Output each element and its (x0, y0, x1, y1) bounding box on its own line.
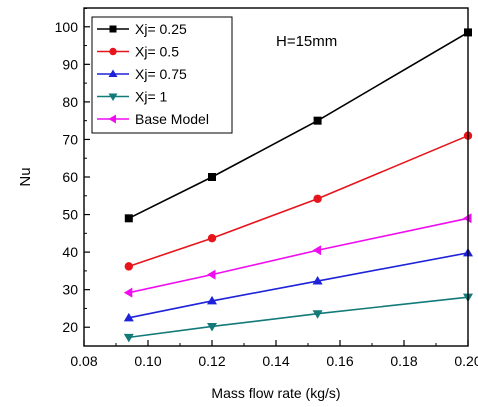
data-point (208, 173, 216, 181)
data-point (312, 276, 323, 285)
data-point (109, 47, 117, 56)
y-tick-label: 100 (55, 19, 79, 35)
data-point (108, 114, 116, 124)
legend-label: Xj= 0.25 (135, 21, 187, 37)
data-point (313, 116, 322, 125)
data-point (124, 262, 133, 271)
x-tick-label: 0.18 (390, 353, 417, 369)
data-point (312, 310, 323, 319)
y-axis-label: Nu (17, 167, 34, 186)
data-point (207, 322, 217, 332)
data-point (124, 214, 133, 223)
data-point (123, 287, 133, 298)
legend-item: Xj= 0.75 (97, 66, 187, 82)
y-tick-label: 70 (62, 131, 78, 147)
series-lines (123, 28, 473, 343)
series-1 (124, 131, 473, 271)
legend-label: Xj= 0.75 (135, 66, 187, 82)
series-line (128, 296, 469, 339)
data-point (108, 69, 118, 77)
legend: Xj= 0.25 Xj= 0.5 Xj= 0.75 Xj= 1 Base Model (91, 16, 233, 134)
legend-item: Base Model (97, 111, 209, 127)
data-point (123, 333, 134, 343)
x-tick-label: 0.16 (326, 353, 353, 369)
legend-item: Xj= 0.25 (97, 21, 187, 37)
plot-frame (83, 7, 469, 347)
series-line (128, 134, 469, 268)
data-point (108, 93, 118, 101)
data-point (207, 234, 217, 243)
chart-annotation: H=15mm (276, 33, 337, 50)
data-point (312, 245, 322, 256)
x-tick-label: 0.10 (134, 353, 161, 369)
legend-label: Xj= 0.5 (135, 44, 179, 60)
series-line (128, 31, 469, 220)
y-tick-label: 30 (62, 282, 78, 298)
series-line (128, 217, 469, 294)
x-tick-label: 0.14 (262, 353, 289, 369)
data-point (109, 25, 117, 33)
series-2 (123, 247, 473, 322)
x-tick-label: 0.20 (454, 353, 478, 369)
series-line (128, 252, 469, 319)
y-tick-label: 50 (62, 207, 78, 223)
y-tick-label: 60 (62, 169, 78, 185)
legend-item: Xj= 0.5 (97, 44, 179, 60)
legend-label: Xj= 1 (135, 89, 168, 105)
data-point (207, 295, 217, 305)
y-tick-label: 90 (62, 56, 78, 72)
legend-label: Base Model (135, 111, 209, 127)
legend-item: Xj= 1 (97, 89, 168, 105)
data-point (207, 269, 216, 280)
y-tick-label: 40 (62, 244, 78, 260)
y-tick-label: 20 (62, 319, 78, 335)
series-4 (123, 213, 472, 298)
y-tick-label: 80 (62, 94, 78, 110)
data-point (463, 213, 472, 224)
data-point (313, 194, 322, 203)
x-axis-label: Mass flow rate (kg/s) (211, 385, 340, 401)
data-point (123, 312, 134, 322)
x-tick-label: 0.12 (198, 353, 225, 369)
series-3 (123, 293, 473, 343)
x-tick-label: 0.08 (70, 353, 97, 369)
